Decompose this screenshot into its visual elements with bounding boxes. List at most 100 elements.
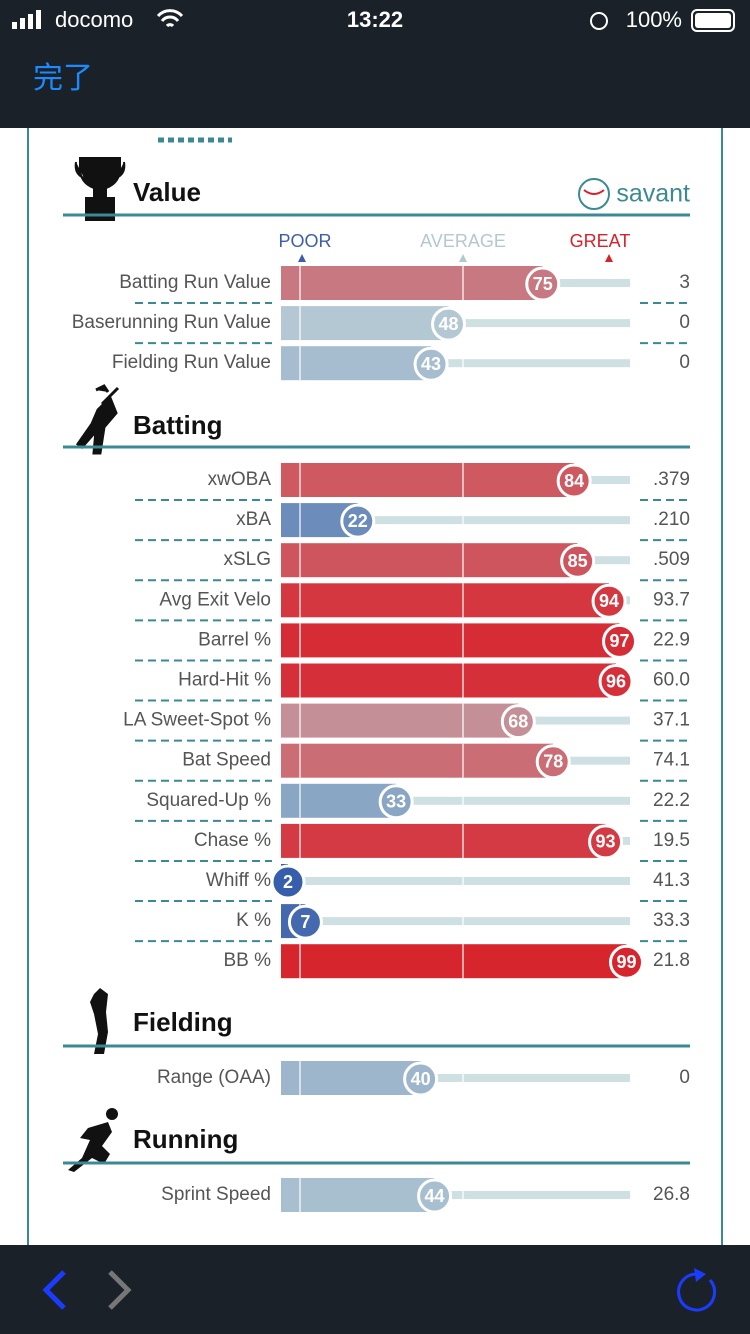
percentile-bar [281, 463, 575, 497]
metric-label: Whiff % [206, 870, 271, 891]
track [281, 1074, 630, 1082]
metric-value: 37.1 [653, 710, 690, 731]
metric-value: 0 [679, 352, 690, 373]
metric-label: Fielding Run Value [112, 352, 271, 373]
percentile-label: 78 [543, 751, 563, 771]
metric-label: Bat Speed [182, 750, 271, 771]
metric-label: xBA [236, 509, 271, 530]
done-button[interactable]: 完了 [33, 62, 93, 95]
track [281, 877, 630, 885]
percentile-label: 96 [606, 671, 626, 691]
percentile-label: 84 [564, 471, 584, 491]
legend-average: AVERAGE [420, 231, 506, 251]
percentile-badge [403, 1061, 439, 1097]
metric-value: .210 [653, 509, 690, 530]
percentile-bar [281, 543, 578, 578]
percentile-label: 48 [439, 314, 459, 334]
lock-icon [590, 12, 608, 30]
percentile-bar [281, 823, 606, 858]
reload-arrow [694, 1268, 706, 1282]
track [281, 516, 630, 525]
metric-value: 33.3 [653, 910, 690, 931]
percentile-badge [417, 1178, 453, 1214]
percentile-bar [281, 944, 627, 979]
metric-value: 60.0 [653, 670, 690, 691]
track [281, 359, 630, 368]
percentile-badge [340, 503, 376, 539]
percentile-badge [598, 664, 634, 699]
back-button[interactable] [42, 1270, 66, 1310]
savant-logo-seam [583, 189, 605, 195]
metric-label: Batting Run Value [119, 272, 271, 293]
metric-label: Barrel % [198, 629, 271, 650]
battery-percent: 100% [626, 7, 682, 32]
percentile-bar [281, 703, 519, 738]
runner-icon [106, 1108, 118, 1120]
metric-value: 21.8 [653, 950, 690, 971]
brand: savant [616, 180, 690, 208]
carrier: docomo [55, 7, 133, 32]
metric-label: xSLG [223, 549, 271, 570]
metric-label: LA Sweet-Spot % [123, 710, 271, 731]
percentile-bar [281, 346, 432, 381]
toolbar [0, 1245, 750, 1334]
percentile-badge [591, 583, 627, 619]
percentile-label: 33 [386, 792, 406, 812]
percentile-badge [287, 904, 323, 940]
legend-marker [605, 254, 613, 262]
runner-icon [68, 1122, 112, 1172]
legend-marker [298, 254, 306, 262]
percentile-badge [609, 944, 645, 980]
signal-icon [12, 10, 41, 29]
percentile-bar [281, 1178, 435, 1212]
legend-great: GREAT [570, 231, 631, 251]
metric-value: .379 [653, 469, 690, 490]
forward-button[interactable] [108, 1270, 132, 1310]
percentile-label: 85 [568, 551, 588, 571]
percentile-label: 97 [610, 631, 630, 651]
section-title: Value [133, 177, 201, 207]
metric-label: Hard-Hit % [178, 670, 271, 691]
metric-value: 41.3 [653, 870, 690, 891]
reload-button[interactable] [677, 1272, 717, 1312]
percentile-bar [281, 306, 449, 341]
percentile-badge [431, 306, 467, 342]
percentile-badge [378, 784, 414, 820]
percentile-rows: Value Batting Run Value 75 3 Baserunning Run… [63, 177, 690, 1214]
percentile-label: 44 [425, 1186, 445, 1206]
percentile-badge [500, 704, 536, 740]
percentile-label: 2 [283, 872, 293, 892]
percentile-label: 94 [599, 591, 619, 611]
section-title: Batting [133, 410, 223, 440]
metric-label: Squared-Up % [146, 790, 271, 811]
percentile-label: 99 [616, 952, 636, 972]
clock: 13:22 [347, 7, 403, 32]
metric-value: 74.1 [653, 750, 690, 771]
metric-label: xwOBA [208, 469, 272, 490]
battery-icon [691, 9, 735, 32]
metric-value: 3 [679, 272, 690, 293]
percentile-bar [281, 583, 610, 618]
wifi-icon [156, 9, 184, 28]
percentile-bar [281, 266, 543, 300]
percentile-label: 43 [421, 354, 441, 374]
percentile-badge [560, 543, 596, 579]
metric-value: 22.2 [653, 790, 690, 811]
track [281, 917, 630, 926]
percentile-label: 40 [411, 1069, 431, 1089]
metric-label: Baserunning Run Value [72, 312, 271, 333]
percentile-badge [602, 623, 638, 659]
percentile-label: 93 [596, 832, 616, 852]
metric-label: Chase % [194, 830, 271, 851]
percentile-badge [270, 864, 306, 900]
percentile-bar [281, 1061, 421, 1095]
percentile-label: 75 [533, 274, 553, 294]
track [281, 1191, 630, 1199]
battery-fill [695, 13, 731, 28]
trophy-icon [74, 157, 126, 221]
metric-value: 22.9 [653, 629, 690, 650]
metric-value: 19.5 [653, 830, 690, 851]
legend-poor: POOR [278, 231, 331, 251]
metric-value: 0 [679, 1067, 690, 1088]
percentile-bar [281, 743, 554, 778]
